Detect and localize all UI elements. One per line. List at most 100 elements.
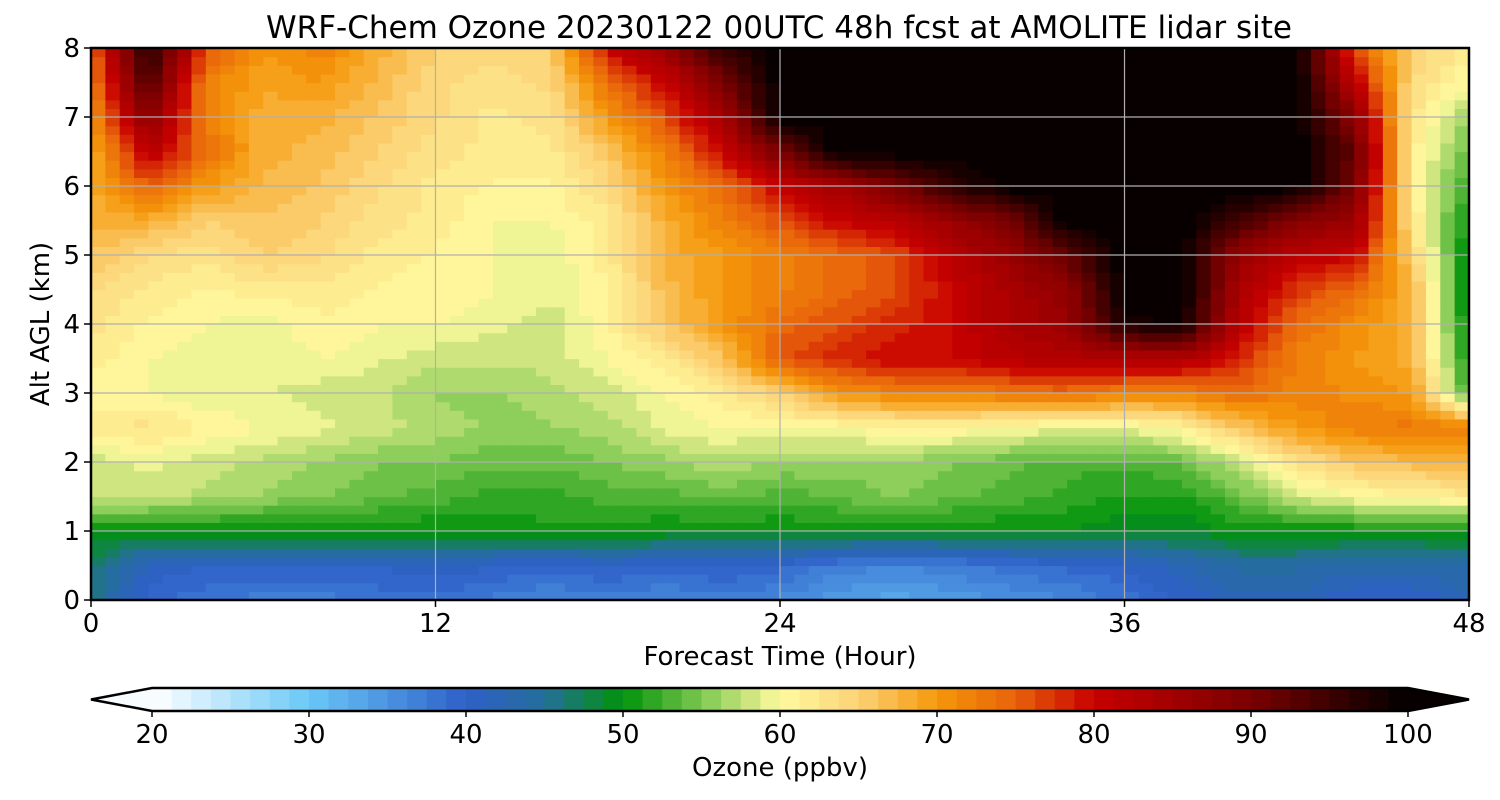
heatmap-cell	[995, 539, 1011, 549]
heatmap-cell	[765, 591, 781, 601]
heatmap-cell	[1196, 324, 1212, 334]
heatmap-cell	[191, 349, 207, 360]
heatmap-cell	[650, 99, 666, 109]
heatmap-cell	[995, 289, 1011, 299]
heatmap-cell	[679, 349, 695, 360]
heatmap-cell	[708, 548, 724, 558]
heatmap-cell	[91, 453, 106, 463]
heatmap-cell	[622, 591, 638, 601]
heatmap-cell	[349, 134, 365, 144]
heatmap-cell	[1181, 168, 1197, 178]
heatmap-cell	[1124, 48, 1140, 58]
heatmap-cell	[866, 160, 882, 170]
heatmap-cell	[952, 315, 968, 325]
heatmap-cell	[794, 418, 810, 429]
heatmap-cell	[550, 565, 566, 575]
heatmap-cell	[765, 324, 781, 334]
heatmap-cell	[521, 134, 537, 144]
heatmap-cell	[880, 306, 896, 316]
heatmap-cell	[205, 194, 221, 204]
heatmap-cell	[995, 513, 1011, 523]
heatmap-cell	[679, 117, 695, 127]
heatmap-cell	[736, 436, 752, 446]
heatmap-cell	[464, 168, 480, 178]
heatmap-cell	[751, 168, 767, 178]
heatmap-cell	[492, 229, 508, 239]
heatmap-cell	[1081, 82, 1097, 92]
heatmap-cell	[134, 168, 150, 178]
heatmap-cell	[392, 341, 408, 351]
heatmap-cell	[148, 289, 164, 299]
heatmap-cell	[736, 496, 752, 506]
heatmap-cell	[1009, 108, 1025, 118]
heatmap-cell	[507, 315, 523, 325]
heatmap-cell	[1095, 168, 1111, 178]
heatmap-cell	[392, 272, 408, 282]
heatmap-cell	[780, 470, 795, 480]
heatmap-cell	[823, 444, 839, 454]
heatmap-cell	[564, 168, 580, 178]
heatmap-cell	[1138, 306, 1154, 316]
heatmap-cell	[794, 246, 810, 256]
heatmap-cell	[91, 358, 106, 368]
heatmap-cell	[435, 108, 451, 118]
heatmap-cell	[966, 237, 982, 247]
heatmap-cell	[1153, 410, 1169, 420]
heatmap-cell	[263, 496, 279, 506]
heatmap-cell	[966, 349, 982, 360]
heatmap-cell	[966, 367, 982, 377]
heatmap-cell	[1067, 548, 1083, 558]
heatmap-cell	[593, 306, 609, 316]
heatmap-cell	[91, 134, 106, 144]
heatmap-cell	[406, 341, 422, 351]
heatmap-cell	[119, 134, 135, 144]
heatmap-cell	[335, 358, 350, 368]
heatmap-cell	[851, 427, 867, 437]
heatmap-cell	[937, 548, 953, 558]
heatmap-cell	[866, 332, 882, 342]
heatmap-cell	[808, 237, 824, 247]
heatmap-cell	[478, 246, 494, 256]
heatmap-cell	[837, 375, 853, 385]
heatmap-cell	[909, 539, 925, 549]
heatmap-cell	[722, 289, 738, 299]
heatmap-cell	[478, 522, 494, 532]
heatmap-cell	[808, 117, 824, 127]
heatmap-cell	[808, 229, 824, 239]
heatmap-cell	[1153, 82, 1169, 92]
heatmap-cell	[464, 496, 480, 506]
heatmap-cell	[363, 272, 379, 282]
heatmap-cell	[1196, 462, 1212, 472]
heatmap-cell	[1081, 427, 1097, 437]
heatmap-cell	[894, 220, 910, 230]
heatmap-cell	[693, 341, 709, 351]
heatmap-cell	[736, 349, 752, 360]
heatmap-cell	[765, 375, 781, 385]
heatmap-cell	[665, 427, 681, 437]
heatmap-cell	[1095, 298, 1111, 308]
heatmap-cell	[91, 410, 106, 420]
heatmap-cell	[909, 91, 925, 101]
heatmap-cell	[335, 177, 350, 187]
heatmap-cell	[291, 324, 307, 334]
heatmap-cell	[119, 496, 135, 506]
heatmap-cell	[134, 306, 150, 316]
heatmap-cell	[378, 367, 394, 377]
heatmap-cell	[220, 418, 236, 429]
heatmap-cell	[349, 246, 365, 256]
heatmap-cell	[1024, 349, 1039, 360]
heatmap-cell	[335, 496, 350, 506]
heatmap-cell	[1110, 246, 1126, 256]
heatmap-cell	[980, 384, 996, 394]
heatmap-cell	[736, 237, 752, 247]
heatmap-cell	[980, 280, 996, 291]
heatmap-cell	[162, 280, 178, 291]
heatmap-cell	[435, 315, 451, 325]
heatmap-cell	[693, 418, 709, 429]
heatmap-cell	[306, 470, 322, 480]
heatmap-cell	[162, 237, 178, 247]
heatmap-cell	[248, 332, 264, 342]
heatmap-cell	[234, 289, 250, 299]
heatmap-cell	[105, 108, 121, 118]
heatmap-cell	[751, 237, 767, 247]
